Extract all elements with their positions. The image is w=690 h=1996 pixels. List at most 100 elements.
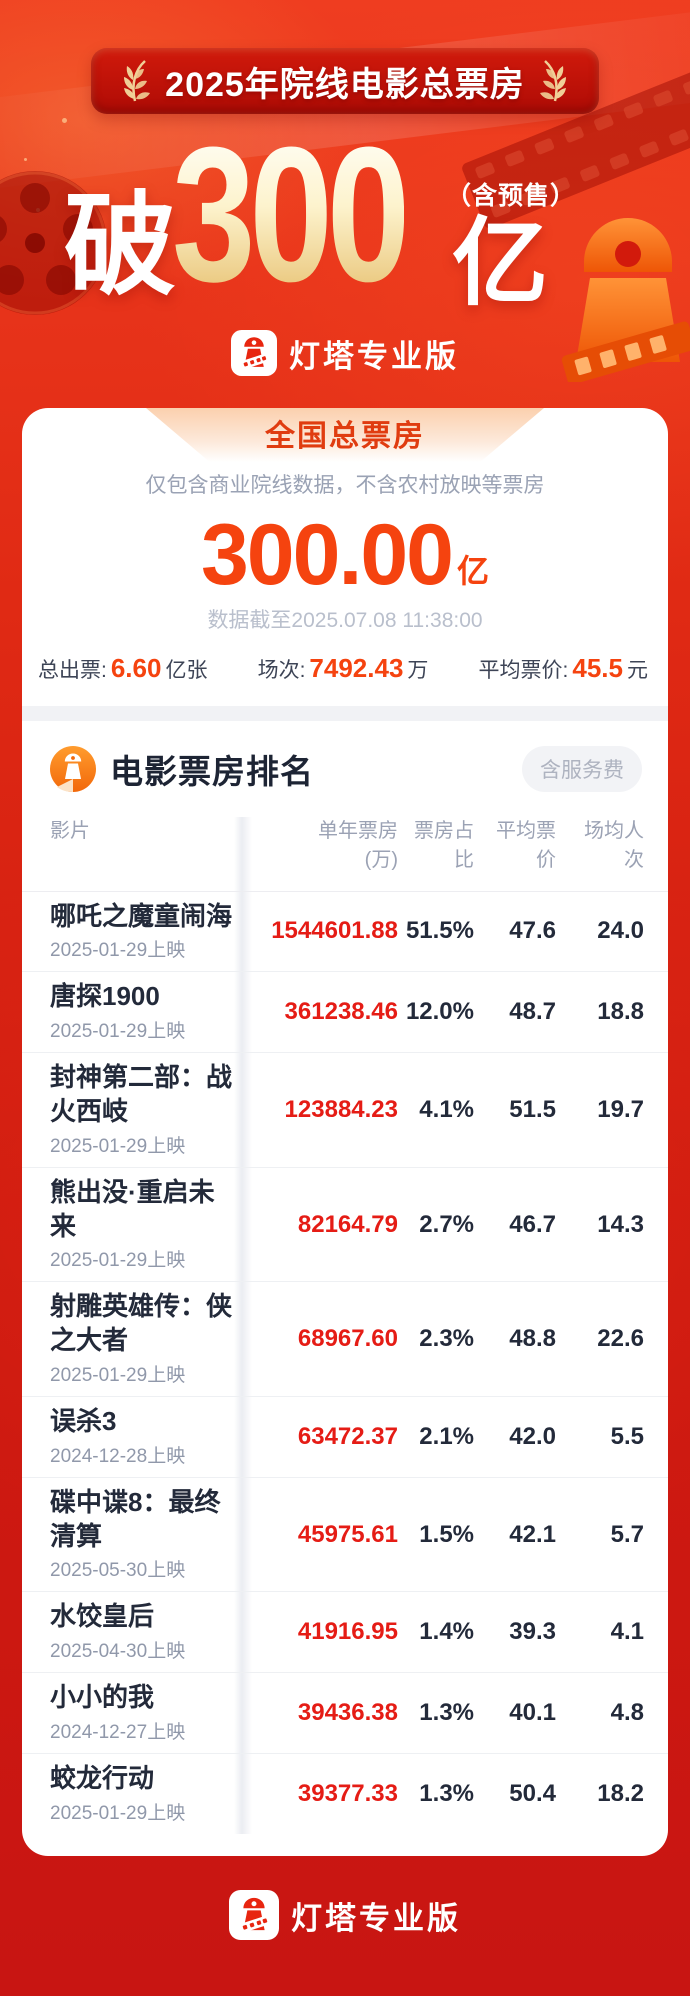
cell-avg-price: 48.7 (509, 998, 556, 1026)
cell-gross: 45975.61 (297, 1520, 398, 1548)
footer-brand-name: 灯塔专业版 (291, 1900, 461, 1936)
card-banner: 全国总票房 (146, 408, 544, 462)
brand-lockup-top: 灯塔专业版 (0, 330, 690, 376)
stat-unit: 元 (626, 658, 648, 682)
lighthouse-logo-icon (231, 330, 277, 376)
column-header-avg-attendance: 场均人 次 (584, 819, 644, 871)
table-row: 封神第二部：战火西岐 2025-01-29上映 123884.23 4.1% 5… (22, 1053, 668, 1168)
film-cell: 熊出没·重启未来 2025-01-29上映 (50, 1176, 250, 1274)
cell-avg-price: 51.5 (509, 1095, 556, 1123)
film-title: 唐探1900 (50, 981, 160, 1012)
film-title: 哪吒之魔童闹海 (50, 900, 233, 931)
ranking-header: 电影票房排名 含服务费 (22, 745, 668, 793)
film-release-date: 2025-01-29上映 (50, 940, 186, 962)
brand-name: 灯塔专业版 (289, 338, 459, 374)
film-cell: 哪吒之魔童闹海 2025-01-29上映 (50, 900, 250, 964)
cell-avg-attendance: 18.8 (597, 998, 644, 1026)
table-row: 蛟龙行动 2025-01-29上映 39377.33 1.3% 50.4 18.… (22, 1754, 668, 1834)
cell-avg-price: 42.0 (509, 1422, 556, 1450)
column-header-gross: 单年票房 (万) (318, 819, 398, 871)
table-row: 碟中谍8：最终清算 2025-05-30上映 45975.61 1.5% 42.… (22, 1478, 668, 1593)
film-release-date: 2025-01-29上映 (50, 1364, 186, 1386)
film-cell: 小小的我 2024-12-27上映 (50, 1681, 250, 1745)
total-box-office-unit: 亿 (457, 552, 490, 589)
cell-avg-attendance: 14.3 (597, 1210, 644, 1238)
stat-unit: 万 (407, 658, 429, 682)
film-cell: 封神第二部：战火西岐 2025-01-29上映 (50, 1061, 250, 1159)
cell-avg-price: 39.3 (509, 1618, 556, 1646)
cell-gross: 63472.37 (297, 1422, 398, 1450)
cell-share: 2.7% (419, 1210, 474, 1238)
total-box-office: 300.00 亿 (22, 507, 668, 603)
title-badge: 2025年院线电影总票房 (91, 48, 599, 114)
hero-prefix: 破 (64, 183, 176, 308)
table-row: 唐探1900 2025-01-29上映 361238.46 12.0% 48.7… (22, 972, 668, 1054)
cell-share: 1.3% (419, 1699, 474, 1726)
service-fee-badge: 含服务费 (522, 745, 642, 792)
badge-label: 2025年院线电影总票房 (165, 65, 525, 104)
film-release-date: 2025-01-29上映 (50, 1135, 186, 1157)
ranking-title: 电影票房排名 (110, 752, 314, 790)
stats-row: 总出票: 6.60 亿张 场次: 7492.43 万 平均票价: 45.5 元 (22, 653, 668, 684)
cell-avg-price: 42.1 (509, 1520, 556, 1548)
lighthouse-logo-icon (229, 1890, 279, 1940)
table-row: 熊出没·重启未来 2025-01-29上映 82164.79 2.7% 46.7… (22, 1168, 668, 1283)
cell-avg-attendance: 4.8 (610, 1699, 644, 1726)
stat-screenings: 场次: 7492.43 万 (258, 653, 429, 684)
hero-presale-note: （含预售） (446, 182, 577, 210)
cell-avg-attendance: 24.0 (597, 917, 644, 945)
cell-gross: 82164.79 (297, 1210, 398, 1238)
film-title: 熊出没·重启未来 (50, 1176, 215, 1241)
cell-share: 2.1% (419, 1422, 474, 1450)
film-release-date: 2025-04-30上映 (50, 1641, 186, 1663)
film-title: 蛟龙行动 (50, 1762, 155, 1793)
stat-value: 45.5 (572, 652, 623, 683)
stat-value: 6.60 (110, 652, 162, 683)
column-header-share: 票房占 比 (414, 819, 474, 871)
laurel-right-icon (539, 60, 566, 102)
data-scope-note: 仅包含商业院线数据，不含农村放映等票房 (145, 474, 545, 497)
table-row: 射雕英雄传：侠之大者 2025-01-29上映 68967.60 2.3% 48… (22, 1282, 668, 1397)
cell-gross: 123884.23 (284, 1095, 398, 1123)
film-title: 水饺皇后 (50, 1601, 155, 1632)
cell-avg-price: 47.6 (509, 917, 556, 945)
film-title: 小小的我 (50, 1682, 155, 1713)
cell-gross: 39377.33 (297, 1779, 398, 1807)
film-cell: 蛟龙行动 2025-01-29上映 (50, 1762, 250, 1826)
laurel-left-icon (124, 60, 151, 102)
stat-tickets: 总出票: 6.60 亿张 (38, 653, 207, 684)
ranking-table: 影片 单年票房 (万) 票房占 比 平均票 价 场均人 次 哪吒之魔童闹海 20… (22, 816, 668, 1834)
cell-share: 12.0% (405, 998, 474, 1026)
total-box-office-value: 300.00 (200, 507, 454, 603)
film-title: 封神第二部：战火西岐 (50, 1062, 233, 1126)
banner-title: 全国总票房 (265, 420, 425, 453)
table-body: 哪吒之魔童闹海 2025-01-29上映 1544601.88 51.5% 47… (22, 892, 668, 1834)
film-cell: 碟中谍8：最终清算 2025-05-30上映 (50, 1486, 250, 1584)
film-title: 碟中谍8：最终清算 (50, 1486, 221, 1551)
sparkle-dot (62, 118, 67, 123)
stat-label: 平均票价: (478, 658, 569, 682)
section-divider (22, 705, 668, 721)
cell-avg-price: 48.8 (509, 1325, 556, 1353)
cell-gross: 68967.60 (297, 1325, 398, 1353)
cell-avg-price: 50.4 (509, 1779, 556, 1807)
cell-avg-attendance: 5.7 (610, 1520, 644, 1548)
stat-avg-price: 平均票价: 45.5 元 (479, 653, 648, 684)
film-release-date: 2025-05-30上映 (50, 1560, 186, 1582)
cell-avg-price: 46.7 (509, 1210, 556, 1238)
film-cell: 唐探1900 2025-01-29上映 (50, 980, 250, 1044)
lighthouse-circle-icon (50, 745, 96, 792)
table-row: 哪吒之魔童闹海 2025-01-29上映 1544601.88 51.5% 47… (22, 892, 668, 973)
column-header-avg-price: 平均票 价 (496, 819, 556, 871)
sparkle-dot (36, 208, 40, 212)
hero-unit: 亿 (452, 210, 548, 317)
cell-share: 1.5% (419, 1520, 474, 1548)
film-cell: 射雕英雄传：侠之大者 2025-01-29上映 (50, 1290, 250, 1388)
film-release-date: 2025-01-29上映 (50, 1021, 186, 1043)
film-title: 误杀3 (50, 1405, 117, 1436)
film-cell: 水饺皇后 2025-04-30上映 (50, 1600, 250, 1664)
cell-gross: 361238.46 (284, 998, 398, 1026)
stat-label: 场次: (257, 658, 306, 682)
film-cell: 误杀3 2024-12-28上映 (50, 1405, 250, 1469)
